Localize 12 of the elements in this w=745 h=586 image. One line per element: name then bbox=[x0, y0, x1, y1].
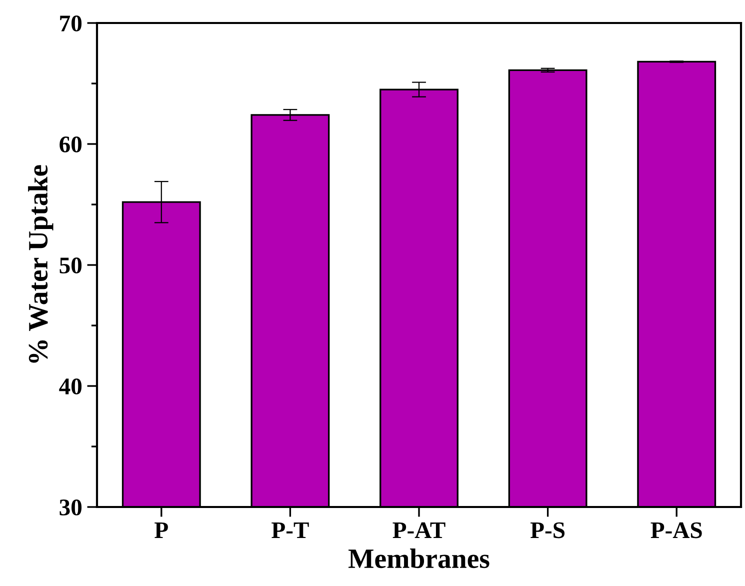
x-axis-title: Membranes bbox=[348, 548, 490, 568]
y-tick-label: 50 bbox=[60, 257, 82, 274]
x-tick-label: P-AT bbox=[392, 522, 446, 538]
y-tick-label: 30 bbox=[60, 499, 82, 516]
y-axis-title: % Water Uptake bbox=[28, 165, 54, 363]
x-tick-label: P bbox=[154, 522, 168, 538]
y-tick-label: 60 bbox=[60, 136, 82, 152]
y-tick-label: 70 bbox=[60, 15, 82, 32]
x-tick-label: P-T bbox=[272, 522, 309, 538]
x-tick-label: P-AS bbox=[650, 522, 702, 538]
x-tick-label: P-S bbox=[530, 522, 565, 538]
y-tick-label: 40 bbox=[59, 378, 82, 394]
